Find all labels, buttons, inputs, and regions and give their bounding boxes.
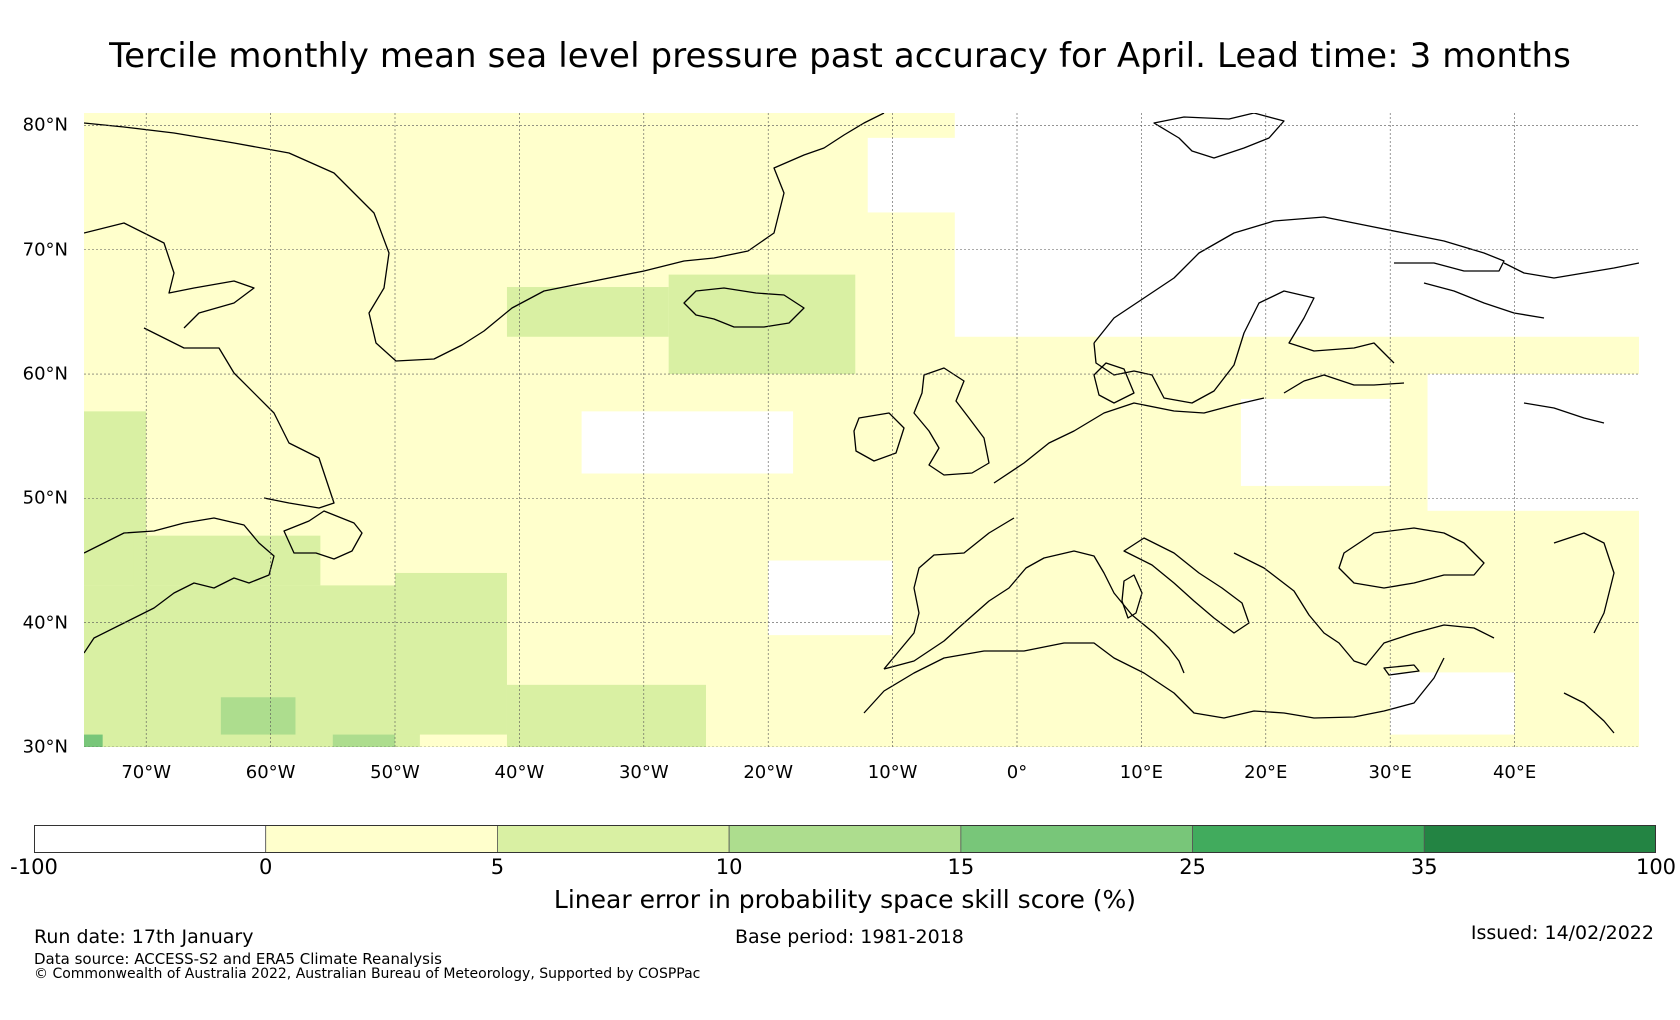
baffin-coastline: [84, 222, 255, 329]
colorbar-tick-label: 35: [1410, 855, 1438, 879]
colorbar-segment: [1423, 825, 1656, 853]
colorbar-tick-label: 100: [1635, 855, 1677, 879]
norway-coastline: [1093, 216, 1505, 344]
region-north-sea-no-skill: [1017, 212, 1167, 300]
colorbar-segment: [1192, 825, 1425, 853]
base-period: Base period: 1981-2018: [735, 926, 964, 948]
colorbar-tick-label: -100: [10, 855, 58, 879]
balkans-coastline: [1233, 552, 1495, 666]
region-greenland-sea-no-skill: [867, 137, 1080, 213]
lat-tick-label: 50°N: [22, 487, 68, 509]
newfoundland-coastline: [283, 510, 363, 560]
lon-tick-label: 20°W: [743, 762, 794, 783]
italy-coastline: [1123, 537, 1250, 634]
colorbar-segment: [265, 825, 498, 853]
copyright: © Commonwealth of Australia 2022, Austra…: [34, 966, 701, 982]
iberia-med-coastline: [883, 550, 1185, 674]
europe-north-coast: [993, 397, 1265, 484]
ireland-coastline: [853, 412, 905, 462]
coastlines: [84, 113, 1639, 734]
lat-tick-label: 70°N: [22, 239, 68, 261]
lon-tick-label: 40°E: [1492, 762, 1537, 783]
white-sea-coastline: [1423, 282, 1545, 319]
north-africa-coastline: [863, 642, 1445, 719]
map-canvas: [84, 113, 1639, 747]
issued-date: Issued: 14/02/2022: [1470, 922, 1654, 944]
colorbar-tick-label: 15: [947, 855, 975, 879]
lat-tick-label: 30°N: [22, 736, 68, 758]
region-denmark-strait-skill: [506, 287, 669, 337]
colorbar-tick-label: 0: [259, 855, 273, 879]
russia-river-coastline: [1523, 402, 1605, 424]
levant-coastline: [1563, 692, 1615, 734]
lon-tick-label: 20°E: [1244, 762, 1288, 783]
colorbar-tick-label: 25: [1179, 855, 1206, 879]
region-mediterranean-no-skill: [1390, 672, 1515, 735]
biscay-iberia-coastline: [883, 517, 1015, 670]
lon-tick-label: 70°W: [121, 762, 172, 783]
region-georgia-higher-skill: [332, 734, 395, 747]
region-subtropical-skill: [506, 684, 706, 747]
skill-map: [84, 113, 1639, 747]
colorbar: [34, 825, 1656, 853]
nova-scotia-coastline: [84, 517, 275, 654]
colorbar-segment: [34, 825, 267, 853]
region-eastern-europe-no-skill: [1240, 398, 1391, 486]
greenland-coastline: [84, 113, 885, 362]
lat-tick-label: 60°N: [22, 363, 68, 385]
lat-tick-label: 80°N: [22, 114, 68, 136]
lon-tick-label: 10°W: [867, 762, 918, 783]
labrador-coastline: [143, 327, 335, 509]
colorbar-label: Linear error in probability space skill …: [553, 885, 1137, 914]
region-russia-no-skill: [1427, 374, 1639, 511]
russia-arctic-coastline: [1503, 262, 1639, 279]
baltic-coastline: [1283, 374, 1405, 394]
region-mid-atlantic-no-skill: [581, 411, 794, 474]
lon-tick-label: 30°E: [1368, 762, 1412, 783]
colorbar-segment: [728, 825, 962, 853]
graticule: [84, 113, 1639, 747]
lon-tick-label: 60°W: [245, 762, 296, 783]
colorbar-tick-label: 10: [715, 855, 743, 879]
lon-tick-label: 0°: [1006, 762, 1028, 783]
great-britain-coastline: [913, 367, 990, 476]
lon-tick-label: 50°W: [370, 762, 420, 783]
crete-coastline: [1383, 664, 1420, 676]
region-iberia-west-no-skill: [768, 560, 893, 636]
black-sea-coastline: [1338, 527, 1485, 589]
lon-tick-label: 40°W: [494, 762, 545, 783]
region-sargasso-skill: [395, 572, 507, 735]
svalbard-coastline: [1153, 113, 1285, 159]
region-iceland-skill: [668, 274, 856, 375]
lon-tick-label: 10°E: [1119, 762, 1164, 783]
run-date: Run date: 17th January: [34, 926, 254, 948]
region-bermuda-higher-skill: [220, 697, 296, 735]
colorbar-bar: [34, 825, 1656, 853]
colorbar-outline: [34, 825, 1656, 853]
region-cape-cod-skill: [133, 535, 321, 586]
data-source: Data source: ACCESS-S2 and ERA5 Climate …: [34, 950, 442, 968]
corsica-sardinia-coastline: [1121, 574, 1143, 619]
denmark-coastline: [1093, 362, 1135, 404]
iceland-coastline: [683, 287, 805, 328]
page-title: Tercile monthly mean sea level pressure …: [109, 36, 1571, 76]
caspian-coastline: [1553, 532, 1615, 634]
colorbar-tick-label: 5: [490, 855, 505, 879]
colorbar-segment: [497, 825, 730, 853]
lat-tick-label: 40°N: [22, 612, 68, 634]
region-barents-no-skill: [1203, 113, 1639, 225]
colorbar-segment: [960, 825, 1193, 853]
region-florida-strong-skill: [84, 734, 103, 747]
lon-tick-label: 30°W: [618, 762, 669, 783]
sweden-finland-coastline: [1093, 290, 1395, 404]
